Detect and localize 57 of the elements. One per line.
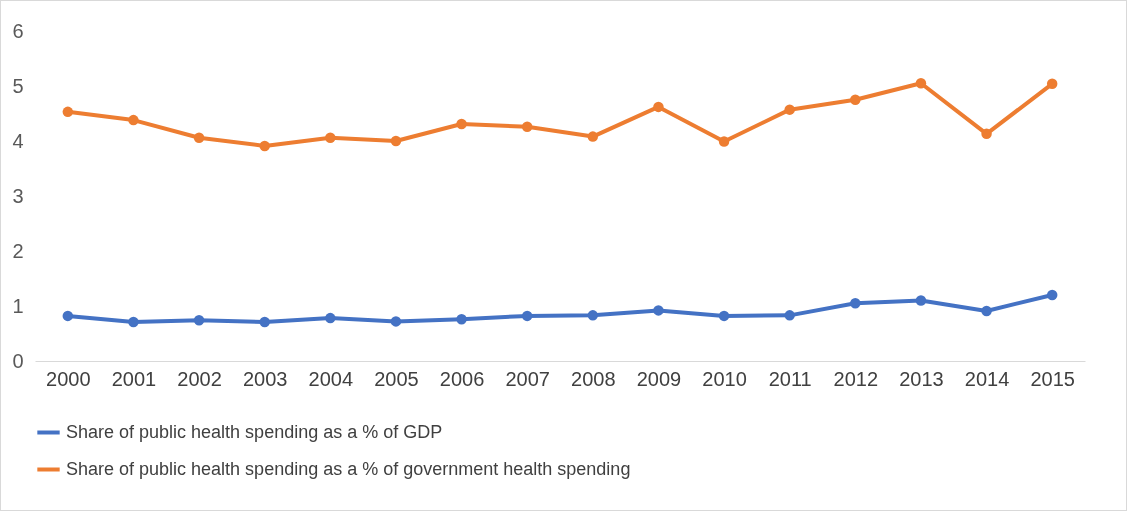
y-tick-label: 0 bbox=[12, 349, 24, 372]
point bbox=[390, 135, 402, 147]
point bbox=[850, 94, 861, 105]
point bbox=[784, 310, 795, 321]
point bbox=[128, 316, 139, 328]
point bbox=[718, 310, 730, 322]
x-tick-label: 2010 bbox=[702, 367, 747, 390]
point bbox=[259, 316, 270, 328]
x-tick-label: 2009 bbox=[636, 367, 682, 390]
y-tick-label: 6 bbox=[12, 19, 24, 42]
legend-label: Share of public health spending as a % of government health spending bbox=[66, 458, 631, 479]
point bbox=[653, 101, 664, 113]
x-tick-label: 2001 bbox=[111, 367, 157, 390]
x-tick-label: 2007 bbox=[505, 367, 550, 390]
point bbox=[390, 316, 402, 327]
point bbox=[193, 132, 205, 143]
point bbox=[456, 118, 467, 130]
point bbox=[456, 313, 467, 325]
point bbox=[850, 298, 861, 309]
x-tick-label: 2014 bbox=[964, 367, 1010, 390]
x-tick-label: 2003 bbox=[242, 367, 288, 390]
x-tick-label: 2012 bbox=[833, 367, 879, 390]
point bbox=[62, 106, 74, 118]
x-tick-label: 2015 bbox=[1030, 367, 1075, 390]
point bbox=[981, 128, 992, 140]
point bbox=[259, 140, 270, 152]
point bbox=[62, 310, 74, 322]
point bbox=[325, 132, 336, 143]
point bbox=[718, 136, 730, 147]
x-tick-label: 2000 bbox=[46, 367, 91, 390]
point bbox=[915, 295, 927, 306]
point bbox=[915, 78, 927, 89]
legend-label: Share of public health spending as a % of GDP bbox=[66, 421, 443, 442]
x-tick-label: 2011 bbox=[768, 367, 812, 390]
point bbox=[521, 121, 533, 132]
y-tick-label: 2 bbox=[12, 239, 24, 262]
point bbox=[128, 114, 139, 126]
x-tick-label: 2002 bbox=[177, 367, 222, 390]
point bbox=[653, 305, 664, 316]
x-tick-label: 2013 bbox=[899, 367, 944, 390]
point bbox=[1046, 78, 1058, 90]
x-tick-label: 2008 bbox=[571, 367, 616, 390]
y-tick-label: 5 bbox=[12, 74, 24, 97]
point bbox=[587, 131, 599, 142]
y-tick-label: 3 bbox=[12, 184, 24, 207]
point bbox=[981, 305, 992, 317]
point bbox=[784, 104, 795, 115]
y-tick-label: 4 bbox=[12, 129, 24, 152]
point bbox=[193, 315, 205, 326]
x-tick-label: 2004 bbox=[308, 367, 354, 390]
y-tick-label: 1 bbox=[12, 294, 24, 317]
point bbox=[521, 310, 533, 322]
x-tick-label: 2006 bbox=[439, 367, 485, 390]
point bbox=[587, 310, 599, 321]
point bbox=[325, 312, 336, 324]
x-tick-label: 2005 bbox=[374, 367, 419, 390]
point bbox=[1046, 289, 1058, 301]
